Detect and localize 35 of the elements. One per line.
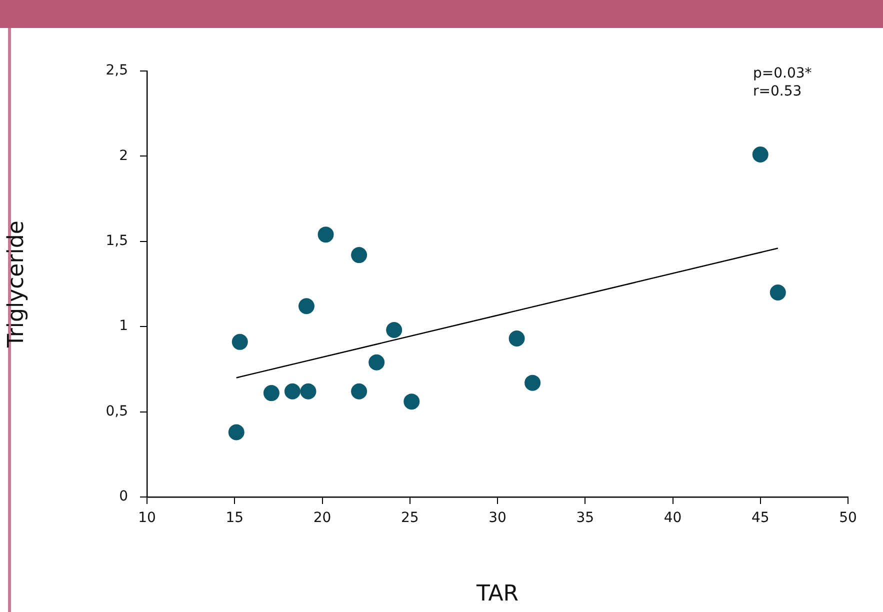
y-tick-label: 0,5 [106,403,128,420]
point [752,146,768,162]
x-tick-label: 50 [839,510,857,526]
point [524,374,541,391]
point [404,394,420,410]
x-tick-label: 20 [313,510,332,526]
x-axis-title: TAR [475,582,519,607]
x-tick-label: 40 [664,510,682,526]
point [368,354,385,370]
x-tick-label: 30 [488,510,506,526]
point [351,383,368,400]
y-axis-title: Triglyceride [4,220,29,348]
y-tick-label: 0 [119,488,128,505]
point [318,226,334,243]
point [770,284,786,301]
point [298,298,314,314]
point [284,383,300,400]
point [508,330,525,347]
x-tick-label: 10 [138,510,156,526]
point [228,424,244,440]
x-tick-label: 45 [751,510,770,526]
point [300,383,316,400]
annotation: r=0.53 [753,84,802,100]
y-tick-label: 1 [119,318,128,334]
x-tick-label: 25 [400,510,419,526]
point [351,247,368,264]
y-tick-label: 1,5 [106,233,128,250]
x-tick-label: 35 [576,510,594,526]
point [386,322,402,338]
point [263,385,280,402]
y-tick-label: 2,5 [106,62,128,79]
annotation: p=0.03* [753,66,812,82]
x-tick-label: 15 [226,510,244,526]
y-tick-label: 2 [119,148,128,164]
point [232,334,248,350]
